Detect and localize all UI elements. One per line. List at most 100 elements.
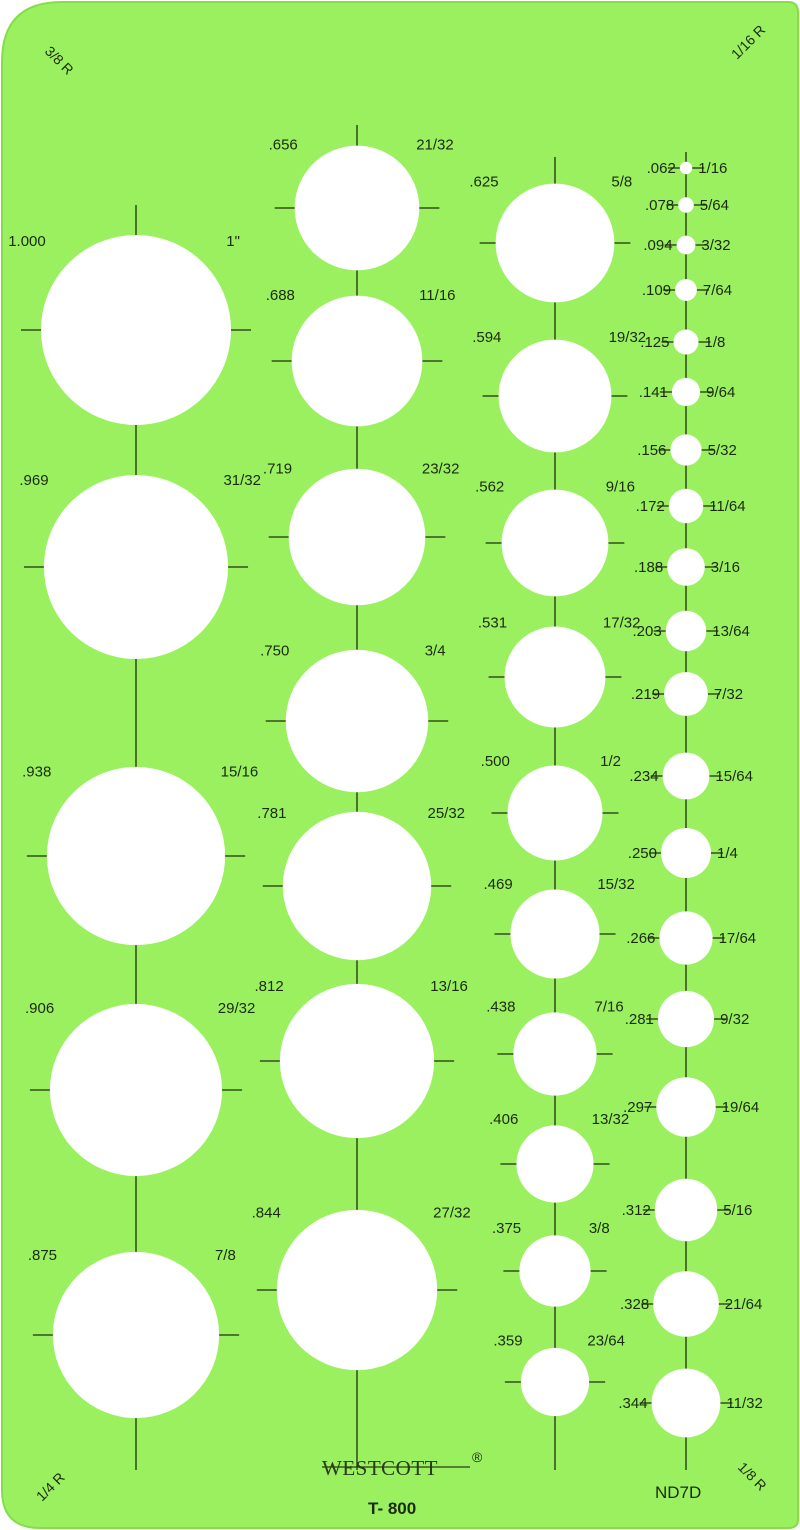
circle-hole[interactable]	[662, 752, 710, 800]
circle-hole[interactable]	[520, 1347, 590, 1417]
circle-hole[interactable]	[657, 990, 715, 1048]
fraction-size-label: 7/8	[215, 1247, 236, 1264]
fraction-size-label: 27/32	[433, 1204, 471, 1221]
decimal-size-label: .594	[472, 329, 501, 346]
fraction-size-label: 13/32	[592, 1111, 630, 1128]
decimal-size-label: .359	[493, 1332, 522, 1349]
circle-hole[interactable]	[665, 610, 707, 652]
circle-hole[interactable]	[498, 339, 612, 453]
decimal-size-label: .531	[478, 615, 507, 632]
decimal-size-label: .234	[629, 768, 658, 785]
circle-hole[interactable]	[654, 1178, 718, 1242]
decimal-size-label: .938	[22, 763, 51, 780]
fraction-size-label: 5/16	[723, 1202, 752, 1219]
fraction-size-label: 15/32	[597, 876, 635, 893]
fraction-size-label: 15/64	[715, 768, 753, 785]
circle-hole[interactable]	[667, 548, 705, 586]
decimal-size-label: .297	[623, 1099, 652, 1116]
circle-hole[interactable]	[656, 1077, 716, 1137]
fraction-size-label: 7/32	[714, 686, 743, 703]
fraction-size-label: 19/32	[609, 329, 647, 346]
circle-hole[interactable]	[279, 983, 435, 1139]
circle-hole[interactable]	[288, 468, 426, 606]
circle-hole[interactable]	[519, 1235, 591, 1307]
fraction-size-label: 25/32	[427, 805, 465, 822]
circle-hole[interactable]	[495, 183, 615, 303]
fraction-size-label: 3/8	[589, 1220, 610, 1237]
circle-hole[interactable]	[507, 765, 603, 861]
circle-hole[interactable]	[659, 911, 713, 965]
decimal-size-label: .312	[622, 1202, 651, 1219]
decimal-size-label: .266	[626, 930, 655, 947]
circle-hole[interactable]	[43, 474, 229, 660]
circle-hole[interactable]	[49, 1003, 223, 1177]
decimal-size-label: .375	[492, 1220, 521, 1237]
decimal-size-label: .109	[642, 282, 671, 299]
circle-hole[interactable]	[516, 1125, 594, 1203]
decimal-size-label: .969	[19, 472, 48, 489]
decimal-size-label: .328	[620, 1296, 649, 1313]
size-labels: 1.000 1" .969 31/32 .938 15/16 .906 29/32 .875 7/…	[8, 136, 763, 1412]
fraction-size-label: 3/32	[701, 237, 730, 254]
circle-hole[interactable]	[282, 811, 432, 961]
circle-hole[interactable]	[673, 329, 699, 355]
circle-hole[interactable]	[294, 145, 420, 271]
fraction-size-label: 23/64	[587, 1332, 625, 1349]
fraction-size-label: 23/32	[422, 461, 460, 478]
fraction-size-label: 13/64	[712, 623, 750, 640]
circle-hole[interactable]	[510, 889, 600, 979]
circle-hole[interactable]	[285, 649, 429, 793]
circle-hole[interactable]	[676, 235, 696, 255]
fraction-size-label: 11/16	[419, 287, 455, 304]
circle-hole[interactable]	[670, 434, 702, 466]
fraction-size-label: 5/32	[708, 442, 737, 459]
decimal-size-label: .656	[269, 136, 298, 153]
fraction-size-label: 5/8	[611, 174, 632, 191]
model-number: T- 800	[368, 1499, 416, 1518]
decimal-size-label: .906	[25, 1000, 54, 1017]
circle-hole[interactable]	[501, 489, 609, 597]
decimal-size-label: .172	[636, 498, 665, 515]
decimal-size-label: .344	[618, 1395, 647, 1412]
decimal-size-label: .625	[469, 174, 498, 191]
circle-hole[interactable]	[664, 672, 708, 716]
circle-hole[interactable]	[276, 1209, 438, 1371]
circle-hole[interactable]	[675, 279, 697, 301]
decimal-size-label: .250	[628, 845, 657, 862]
decimal-size-label: .125	[640, 334, 669, 351]
fraction-size-label: 29/32	[218, 1000, 256, 1017]
circle-hole[interactable]	[671, 377, 701, 407]
fraction-size-label: 7/64	[703, 282, 732, 299]
decimal-size-label: .281	[625, 1011, 654, 1028]
decimal-size-label: .500	[481, 753, 510, 770]
fraction-size-label: 1/2	[600, 753, 621, 770]
circle-hole[interactable]	[46, 766, 226, 946]
decimal-size-label: .812	[255, 978, 284, 995]
circle-hole[interactable]	[41, 235, 231, 425]
decimal-size-label: .188	[634, 559, 663, 576]
fraction-size-label: 11/64	[709, 498, 745, 515]
circle-hole[interactable]	[291, 295, 423, 427]
fraction-size-label: 13/16	[430, 978, 468, 995]
circle-hole[interactable]	[679, 161, 693, 175]
circle-hole[interactable]	[661, 828, 711, 878]
decimal-size-label: .469	[483, 876, 512, 893]
circle-hole[interactable]	[668, 488, 704, 524]
circle-hole[interactable]	[52, 1251, 220, 1419]
decimal-size-label: .562	[475, 478, 504, 495]
fraction-size-label: 21/64	[725, 1296, 763, 1313]
decimal-size-label: .203	[632, 623, 661, 640]
fraction-size-label: 1/4	[717, 845, 738, 862]
fraction-size-label: 9/64	[706, 384, 735, 401]
decimal-size-label: .156	[637, 442, 666, 459]
circle-hole[interactable]	[513, 1012, 597, 1096]
circle-hole[interactable]	[653, 1271, 719, 1337]
decimal-size-label: .688	[266, 287, 295, 304]
circle-hole[interactable]	[651, 1368, 721, 1438]
decimal-size-label: .844	[252, 1204, 281, 1221]
circle-hole[interactable]	[678, 197, 694, 213]
circle-hole[interactable]	[504, 626, 606, 728]
fraction-size-label: 3/4	[425, 642, 446, 659]
